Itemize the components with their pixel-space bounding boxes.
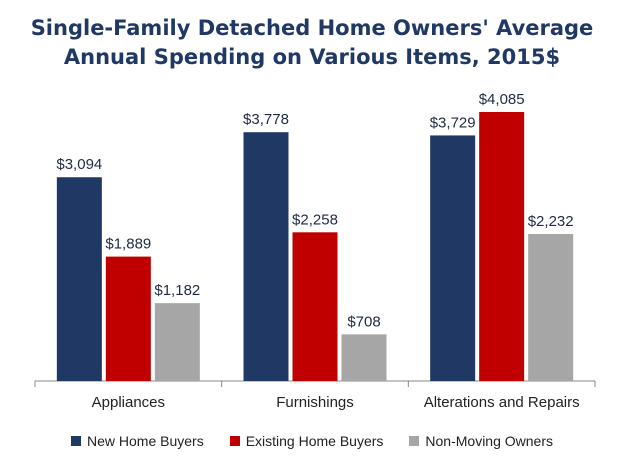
data-label-new-home-buyers-appliances: $3,094 xyxy=(56,156,102,173)
chart-title-line-2: Annual Spending on Various Items, 2015$ xyxy=(63,45,561,69)
bar-new-home-buyers-appliances xyxy=(56,177,102,381)
legend: New Home Buyers Existing Home Buyers Non-M… xyxy=(0,433,624,449)
x-tick-label-alterations-and-repairs: Alterations and Repairs xyxy=(424,394,580,411)
x-tick-label-furnishings: Furnishings xyxy=(276,394,354,411)
data-label-new-home-buyers-alterations-and-repairs: $3,729 xyxy=(430,114,476,131)
bar-existing-home-buyers-appliances xyxy=(105,256,151,381)
legend-label: Non-Moving Owners xyxy=(425,433,554,449)
legend-swatch xyxy=(70,436,81,446)
legend-item-existing-home-buyers: Existing Home Buyers xyxy=(229,433,384,449)
legend-item-new-home-buyers: New Home Buyers xyxy=(70,433,204,449)
data-label-non-moving-owners-furnishings: $708 xyxy=(347,313,380,330)
data-label-new-home-buyers-furnishings: $3,778 xyxy=(243,111,289,128)
data-label-non-moving-owners-appliances: $1,182 xyxy=(154,282,200,299)
data-label-existing-home-buyers-furnishings: $2,258 xyxy=(292,211,338,228)
bar-new-home-buyers-alterations-and-repairs xyxy=(430,135,476,381)
data-label-non-moving-owners-alterations-and-repairs: $2,232 xyxy=(528,213,574,230)
data-label-existing-home-buyers-alterations-and-repairs: $4,085 xyxy=(479,91,525,108)
bar-existing-home-buyers-furnishings xyxy=(292,232,338,381)
legend-label: New Home Buyers xyxy=(86,433,204,449)
data-label-existing-home-buyers-appliances: $1,889 xyxy=(105,236,151,253)
x-tick-label-appliances: Appliances xyxy=(92,394,165,411)
chart-title-line-1: Single-Family Detached Home Owners' Aver… xyxy=(30,16,594,40)
legend-swatch xyxy=(229,436,240,446)
chart-title: Single-Family Detached Home Owners' Aver… xyxy=(0,14,624,72)
legend-label: Existing Home Buyers xyxy=(245,433,384,449)
legend-swatch xyxy=(409,436,420,446)
bar-existing-home-buyers-alterations-and-repairs xyxy=(479,111,525,382)
bar-non-moving-owners-furnishings xyxy=(341,334,387,381)
bar-non-moving-owners-appliances xyxy=(154,303,200,381)
legend-item-non-moving-owners: Non-Moving Owners xyxy=(409,433,553,449)
bar-new-home-buyers-furnishings xyxy=(243,132,289,381)
bar-non-moving-owners-alterations-and-repairs xyxy=(528,234,574,381)
